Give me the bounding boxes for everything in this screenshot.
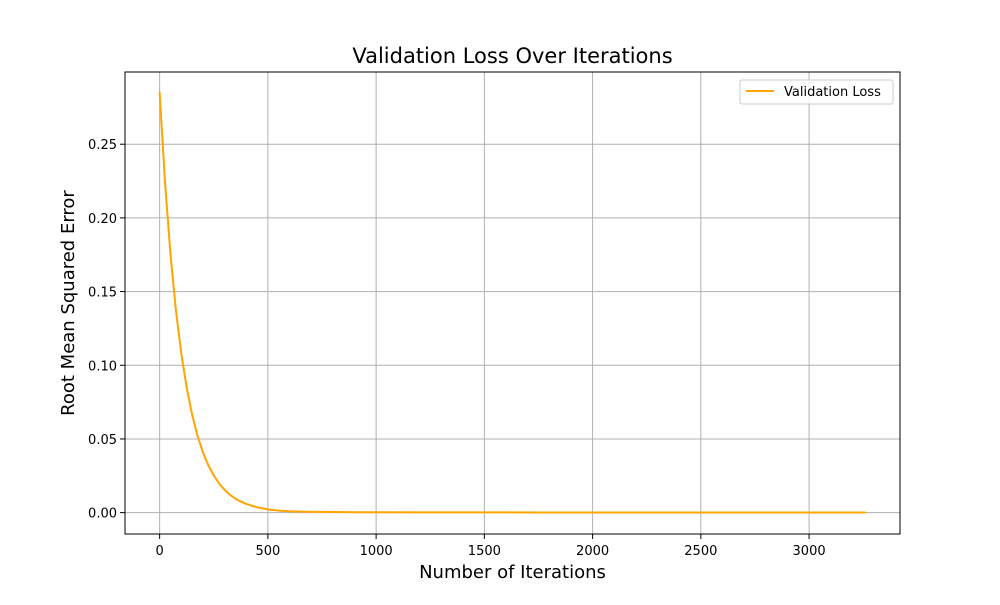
y-tick-label: 0.20 <box>88 212 117 227</box>
x-tick-label: 0 <box>155 544 163 559</box>
x-tick-label: 2500 <box>684 544 717 559</box>
x-axis-ticks: 0 500 1000 1500 2000 2500 3000 <box>155 534 826 559</box>
plot-area-frame <box>124 71 901 535</box>
legend-label-validation-loss: Validation Loss <box>784 85 881 100</box>
y-tick-label: 0.00 <box>88 507 117 522</box>
x-tick-label: 1000 <box>360 544 393 559</box>
y-tick-label: 0.05 <box>88 433 117 448</box>
x-tick-label: 500 <box>255 544 280 559</box>
y-tick-label: 0.15 <box>88 286 117 301</box>
legend: Validation Loss <box>739 79 894 105</box>
chart-title: Validation Loss Over Iterations <box>352 44 672 68</box>
y-axis-ticks: 0.00 0.05 0.10 0.15 0.20 0.25 <box>88 138 125 522</box>
y-tick-label: 0.10 <box>88 359 117 374</box>
legend-box <box>739 79 894 105</box>
grid-lines <box>125 72 900 534</box>
data-series <box>158 91 867 514</box>
y-axis-label: Root Mean Squared Error <box>58 190 79 416</box>
x-axis-label: Number of Iterations <box>419 562 606 583</box>
series-line-validation-loss <box>158 91 867 514</box>
x-tick-label: 2000 <box>576 544 609 559</box>
x-tick-label: 3000 <box>793 544 826 559</box>
y-tick-label: 0.25 <box>88 138 117 153</box>
x-tick-label: 1500 <box>468 544 501 559</box>
